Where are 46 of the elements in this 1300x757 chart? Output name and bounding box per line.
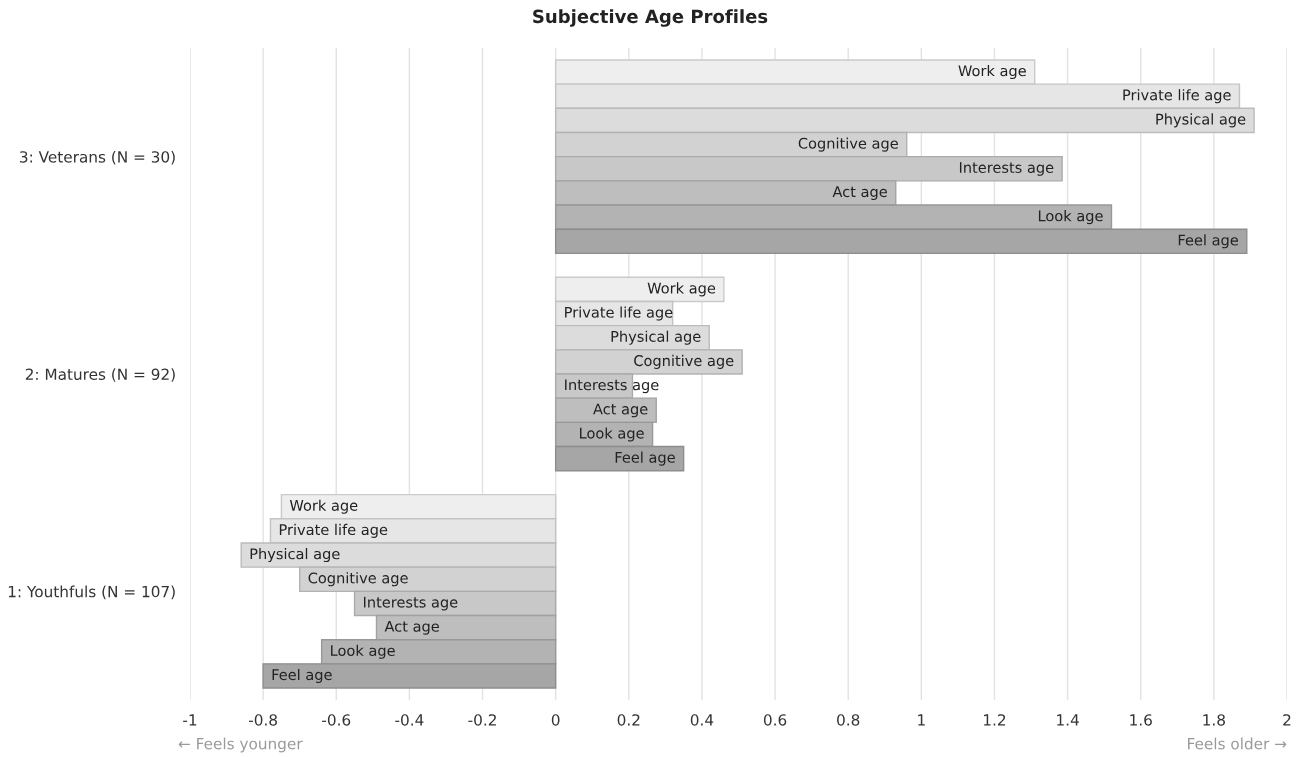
chart-title: Subjective Age Profiles	[533, 9, 768, 27]
x-tick-label: -0.2	[468, 714, 496, 726]
text: Cognitive age	[308, 572, 408, 587]
text: ← Feels younger	[178, 737, 303, 753]
series-label: Physical age	[611, 330, 701, 345]
text: Look age	[1038, 210, 1103, 225]
x-tick-label: -0.4	[395, 714, 424, 726]
x-tick-label: 1.4	[1057, 714, 1079, 726]
text: Act age	[593, 403, 648, 418]
text: Feels older →	[1188, 737, 1287, 750]
text: Work age	[289, 499, 358, 514]
text: Feel age	[272, 668, 332, 684]
y-tick-label: 3: Veterans (N = 30)	[20, 150, 175, 165]
x-tick-label: 0.6	[763, 714, 787, 726]
text: Look age	[331, 644, 395, 659]
text: Physical age	[250, 548, 340, 563]
series-label: Act age	[832, 186, 887, 200]
x-tick-label: 1	[918, 714, 925, 726]
y-tick-label: 1: Youthfuls (N = 107)	[8, 585, 175, 600]
x-tick-label: 1.6	[1130, 714, 1152, 726]
series-label: Private life age	[565, 306, 673, 321]
x-tick-label: 2	[1283, 714, 1291, 726]
x-tick-label: 1.2	[984, 714, 1006, 726]
x-tick-label: 0.2	[617, 714, 640, 726]
text: Interests age	[959, 162, 1054, 176]
text: Cognitive age	[798, 137, 898, 152]
x-tick-label: -0.6	[322, 714, 351, 726]
text: Private life age	[1123, 89, 1231, 104]
y-tick-label: 2: Matures (N = 92)	[25, 368, 175, 382]
x-tick-label: 0	[551, 714, 560, 726]
series-label: Work age	[647, 282, 716, 297]
series-label: Interests age	[363, 596, 458, 611]
x-tick-label: -0.8	[248, 714, 277, 726]
x-tick-label: 0.4	[690, 714, 714, 726]
text: Act age	[384, 620, 439, 635]
x-tick-label: -1	[183, 714, 197, 726]
x-tick-label: 1.8	[1203, 714, 1225, 726]
text: Interests age	[565, 379, 659, 394]
text: Private life age	[279, 523, 388, 538]
x-tick-label: 0.8	[837, 714, 860, 726]
series-label: Feel age	[615, 451, 675, 466]
text: Work age	[958, 64, 1026, 80]
series-label: Look age	[580, 427, 644, 442]
series-label: Cognitive age	[634, 354, 734, 369]
text: Feel age	[1178, 234, 1238, 249]
text: Physical age	[1156, 113, 1246, 128]
